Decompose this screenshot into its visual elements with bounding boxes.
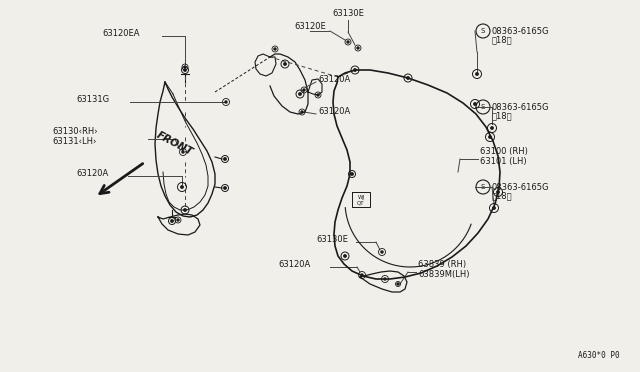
- Text: FRONT: FRONT: [155, 129, 195, 157]
- Circle shape: [171, 220, 173, 222]
- Circle shape: [224, 158, 226, 160]
- Text: S: S: [481, 104, 485, 110]
- Text: 〘18〙: 〘18〙: [492, 192, 513, 201]
- Text: 63839M(LH): 63839M(LH): [418, 270, 470, 279]
- Circle shape: [381, 251, 383, 253]
- Circle shape: [489, 136, 491, 138]
- Circle shape: [284, 63, 286, 65]
- Text: 63100 (RH): 63100 (RH): [480, 147, 528, 156]
- Text: 〘18〙: 〘18〙: [492, 35, 513, 45]
- Circle shape: [184, 209, 186, 211]
- Circle shape: [384, 278, 386, 280]
- Text: 08363-6165G: 08363-6165G: [492, 26, 550, 35]
- Circle shape: [397, 283, 399, 285]
- Circle shape: [224, 187, 226, 189]
- Text: 63839 (RH): 63839 (RH): [418, 260, 466, 269]
- Text: 63101 (LH): 63101 (LH): [480, 157, 527, 166]
- Circle shape: [274, 48, 276, 50]
- Text: 63120E: 63120E: [294, 22, 326, 31]
- Circle shape: [493, 207, 495, 209]
- Circle shape: [407, 77, 409, 79]
- Text: 63130E: 63130E: [332, 9, 364, 18]
- Circle shape: [301, 111, 303, 113]
- Circle shape: [347, 41, 349, 43]
- Text: 63120A: 63120A: [318, 107, 350, 116]
- Text: 〘18〙: 〘18〙: [492, 112, 513, 121]
- Circle shape: [491, 127, 493, 129]
- Text: S: S: [481, 28, 485, 34]
- Text: 63131‹LH›: 63131‹LH›: [52, 137, 97, 146]
- Circle shape: [361, 274, 363, 276]
- Circle shape: [181, 186, 183, 188]
- Text: S: S: [481, 184, 485, 190]
- Circle shape: [344, 255, 346, 257]
- Circle shape: [184, 69, 186, 71]
- Text: 63130E: 63130E: [316, 235, 348, 244]
- Circle shape: [476, 73, 478, 75]
- Text: 63120EA: 63120EA: [102, 29, 140, 38]
- Circle shape: [177, 219, 179, 221]
- Text: 63120A: 63120A: [318, 75, 350, 84]
- Circle shape: [184, 66, 186, 68]
- Circle shape: [299, 93, 301, 95]
- Text: 08363-6165G: 08363-6165G: [492, 103, 550, 112]
- Text: WJ
QT: WJ QT: [357, 195, 365, 205]
- Circle shape: [317, 94, 319, 96]
- Circle shape: [474, 103, 476, 105]
- Text: 63120A: 63120A: [76, 169, 108, 178]
- Circle shape: [303, 89, 305, 91]
- Circle shape: [357, 47, 359, 49]
- Circle shape: [225, 101, 227, 103]
- Text: 63120A: 63120A: [278, 260, 310, 269]
- Circle shape: [351, 173, 353, 175]
- Text: 08363-6165G: 08363-6165G: [492, 183, 550, 192]
- Circle shape: [182, 151, 184, 153]
- Circle shape: [497, 191, 499, 193]
- Circle shape: [354, 69, 356, 71]
- Text: A630*0 P0: A630*0 P0: [579, 351, 620, 360]
- Text: 63130‹RH›: 63130‹RH›: [52, 127, 98, 136]
- Text: 63131G: 63131G: [76, 95, 109, 104]
